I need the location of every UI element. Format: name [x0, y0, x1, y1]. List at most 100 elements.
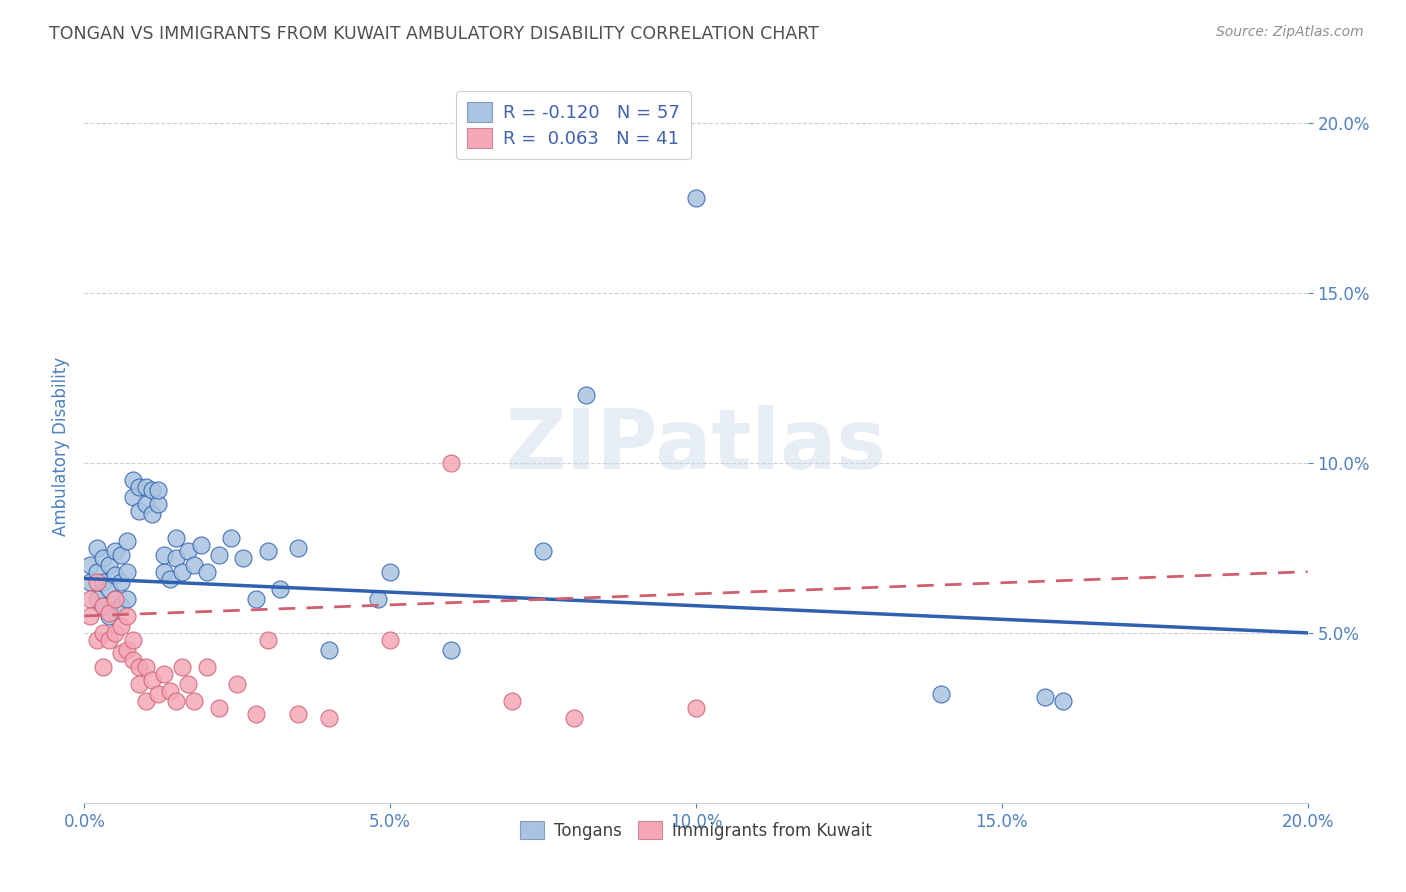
- Point: [183, 694, 205, 708]
- Point: [165, 531, 187, 545]
- Point: [122, 473, 145, 487]
- Y-axis label: Ambulatory Disability: Ambulatory Disability: [52, 357, 70, 535]
- Point: [79, 558, 101, 572]
- Text: ZIPatlas: ZIPatlas: [506, 406, 886, 486]
- Point: [128, 503, 150, 517]
- Point: [135, 660, 157, 674]
- Point: [575, 388, 598, 402]
- Legend: Tongans, Immigrants from Kuwait: Tongans, Immigrants from Kuwait: [512, 813, 880, 848]
- Point: [86, 591, 108, 606]
- Point: [91, 574, 114, 589]
- Point: [190, 537, 212, 551]
- Point: [97, 632, 120, 647]
- Point: [91, 660, 114, 674]
- Point: [208, 548, 231, 562]
- Point: [1052, 694, 1074, 708]
- Point: [685, 191, 707, 205]
- Point: [128, 480, 150, 494]
- Point: [91, 599, 114, 613]
- Point: [257, 632, 280, 647]
- Point: [141, 483, 163, 498]
- Point: [153, 548, 176, 562]
- Point: [115, 565, 138, 579]
- Point: [232, 551, 254, 566]
- Point: [128, 677, 150, 691]
- Text: Source: ZipAtlas.com: Source: ZipAtlas.com: [1216, 25, 1364, 39]
- Point: [146, 483, 169, 498]
- Point: [146, 687, 169, 701]
- Point: [159, 683, 181, 698]
- Point: [115, 591, 138, 606]
- Point: [122, 490, 145, 504]
- Point: [86, 541, 108, 555]
- Point: [91, 551, 114, 566]
- Point: [86, 565, 108, 579]
- Point: [79, 574, 101, 589]
- Point: [110, 574, 132, 589]
- Point: [104, 568, 127, 582]
- Point: [177, 544, 200, 558]
- Point: [287, 541, 309, 555]
- Point: [110, 646, 132, 660]
- Point: [287, 707, 309, 722]
- Point: [165, 694, 187, 708]
- Point: [380, 565, 402, 579]
- Point: [685, 700, 707, 714]
- Point: [79, 591, 101, 606]
- Point: [1033, 690, 1056, 705]
- Point: [135, 497, 157, 511]
- Point: [172, 660, 194, 674]
- Point: [226, 677, 249, 691]
- Point: [929, 687, 952, 701]
- Point: [104, 591, 127, 606]
- Point: [177, 677, 200, 691]
- Point: [91, 626, 114, 640]
- Point: [172, 565, 194, 579]
- Point: [502, 694, 524, 708]
- Point: [245, 591, 267, 606]
- Point: [195, 565, 218, 579]
- Point: [97, 582, 120, 596]
- Point: [159, 572, 181, 586]
- Point: [122, 653, 145, 667]
- Point: [104, 626, 127, 640]
- Point: [104, 544, 127, 558]
- Point: [146, 497, 169, 511]
- Point: [562, 711, 585, 725]
- Point: [97, 558, 120, 572]
- Point: [97, 608, 120, 623]
- Point: [128, 660, 150, 674]
- Point: [86, 632, 108, 647]
- Point: [367, 591, 389, 606]
- Point: [79, 608, 101, 623]
- Point: [110, 599, 132, 613]
- Point: [195, 660, 218, 674]
- Point: [153, 666, 176, 681]
- Point: [318, 711, 340, 725]
- Point: [122, 632, 145, 647]
- Point: [153, 565, 176, 579]
- Point: [531, 544, 554, 558]
- Point: [115, 643, 138, 657]
- Point: [97, 606, 120, 620]
- Point: [257, 544, 280, 558]
- Point: [380, 632, 402, 647]
- Point: [269, 582, 291, 596]
- Point: [141, 673, 163, 688]
- Point: [141, 507, 163, 521]
- Point: [135, 694, 157, 708]
- Point: [86, 574, 108, 589]
- Point: [245, 707, 267, 722]
- Text: TONGAN VS IMMIGRANTS FROM KUWAIT AMBULATORY DISABILITY CORRELATION CHART: TONGAN VS IMMIGRANTS FROM KUWAIT AMBULAT…: [49, 25, 820, 43]
- Point: [115, 534, 138, 549]
- Point: [440, 456, 463, 470]
- Point: [115, 608, 138, 623]
- Point: [208, 700, 231, 714]
- Point: [219, 531, 242, 545]
- Point: [110, 548, 132, 562]
- Point: [165, 551, 187, 566]
- Point: [318, 643, 340, 657]
- Point: [91, 599, 114, 613]
- Point: [440, 643, 463, 657]
- Point: [110, 619, 132, 633]
